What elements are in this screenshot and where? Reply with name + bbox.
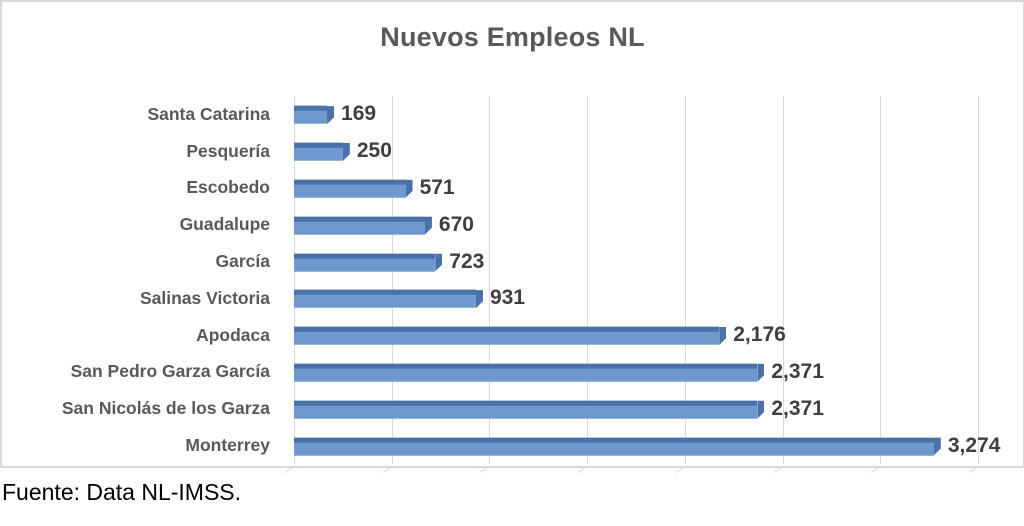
bar-end-cap — [933, 437, 941, 456]
bar — [294, 142, 350, 161]
bar-end-cap — [424, 216, 432, 235]
bar-row: 3,274 — [294, 427, 1000, 464]
category-label: Apodaca — [196, 324, 270, 345]
bar — [294, 363, 765, 382]
bar-row: 250 — [294, 133, 978, 170]
category-label: Pesquería — [186, 140, 270, 161]
bar — [294, 326, 727, 345]
gridline — [587, 96, 589, 464]
bar-end-cap — [342, 142, 350, 161]
gridline — [782, 96, 784, 464]
category-label: San Pedro Garza García — [70, 361, 270, 382]
bar-row: 571 — [294, 170, 978, 207]
data-label: 931 — [489, 286, 525, 310]
category-label: Santa Catarina — [147, 103, 270, 124]
bar-row: 670 — [294, 206, 978, 243]
bar — [294, 106, 335, 125]
bar-end-cap — [475, 290, 483, 309]
bar — [294, 400, 765, 419]
category-label: García — [215, 251, 270, 272]
bar-end-cap — [719, 326, 727, 345]
data-label: 169 — [341, 102, 377, 126]
bar-end-cap — [405, 179, 413, 198]
bar — [294, 253, 443, 272]
category-axis: Santa Catarina Pesquería Escobedo Guadalupe… — [2, 96, 270, 464]
bar-row: 2,371 — [294, 354, 978, 391]
plot-area: 169 250 571 670 723 931 2,176 2,371 2,371 3,274 — [294, 96, 1000, 464]
bar-end-cap — [435, 253, 443, 272]
chart-container: Nuevos Empleos NL Santa Catarina Pesquerí… — [0, 0, 1024, 468]
gridline — [978, 96, 979, 464]
source-note: Fuente: Data NL-IMSS. — [2, 479, 242, 505]
bar-row: 2,176 — [294, 317, 978, 354]
category-label: Guadalupe — [179, 214, 270, 235]
bar-end-cap — [757, 400, 765, 419]
gridline — [684, 96, 686, 464]
gridline — [294, 96, 295, 464]
bar-row: 723 — [294, 243, 978, 280]
data-label: 3,274 — [947, 433, 1001, 457]
gridline — [489, 96, 491, 464]
category-label: Monterrey — [185, 435, 270, 456]
bar-row: 2,371 — [294, 390, 978, 427]
gridline — [880, 96, 882, 464]
data-label: 723 — [449, 249, 485, 273]
bar — [294, 437, 941, 456]
data-label: 2,176 — [733, 323, 786, 347]
bar-row: 169 — [294, 96, 978, 133]
data-label: 571 — [419, 175, 455, 199]
data-label: 670 — [438, 212, 474, 236]
bar — [294, 290, 483, 309]
data-label: 2,371 — [771, 359, 824, 383]
bar — [294, 179, 413, 198]
bar-end-cap — [757, 363, 765, 382]
gridline — [391, 96, 393, 464]
data-label: 2,371 — [771, 396, 824, 420]
category-label: Escobedo — [186, 177, 270, 198]
bar-end-cap — [327, 106, 335, 125]
bar — [294, 216, 432, 235]
data-label: 250 — [356, 139, 392, 163]
category-label: San Nicolás de los Garza — [61, 398, 270, 419]
chart-title: Nuevos Empleos NL — [380, 22, 645, 52]
bar-row: 931 — [294, 280, 978, 317]
category-label: Salinas Victoria — [139, 287, 270, 308]
